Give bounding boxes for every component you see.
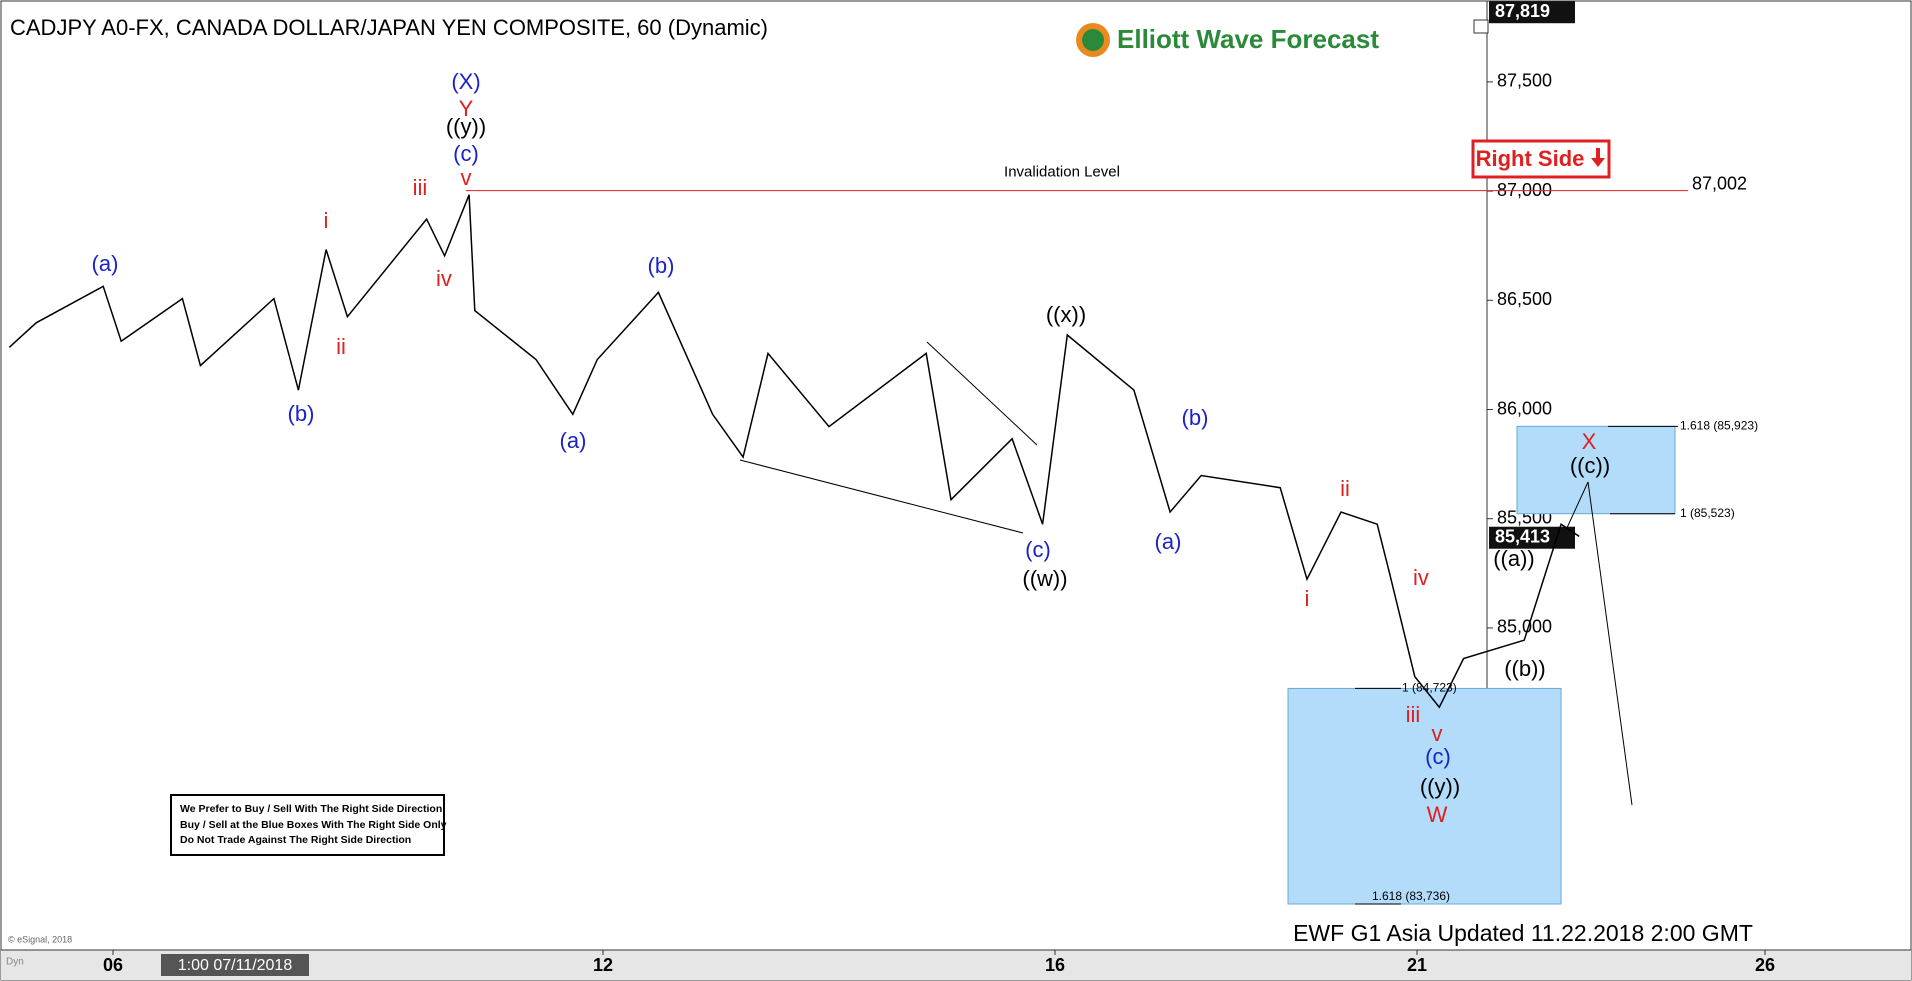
wave-label: (c) — [1425, 744, 1451, 769]
wave-label: (c) — [1025, 537, 1051, 562]
wave-label: i — [1305, 586, 1310, 611]
y-tick-label: 85,000 — [1497, 617, 1552, 637]
wave-label: iv — [1413, 565, 1429, 590]
x-tick-label: 21 — [1407, 955, 1427, 975]
wave-label: ii — [336, 334, 346, 359]
wave-label: X — [1582, 429, 1597, 454]
projection-line — [1565, 481, 1589, 531]
fib-label: 1 (85,523) — [1680, 506, 1735, 520]
price-label-box — [1489, 1, 1575, 24]
x-tick-label: 16 — [1045, 955, 1065, 975]
wave-label: iii — [413, 175, 428, 200]
wave-label: (b) — [648, 253, 675, 278]
right-side-badge: Right Side — [1471, 139, 1611, 179]
fib-label: 1.618 (83,736) — [1372, 889, 1450, 903]
wave-label: (a) — [560, 428, 587, 453]
blue-box — [1516, 425, 1676, 515]
wave-label: (a) — [1155, 529, 1182, 554]
wave-label: iii — [1406, 702, 1421, 727]
note-line: We Prefer to Buy / Sell With The Right S… — [180, 803, 442, 815]
wave-label: Y — [459, 96, 474, 121]
wave-label: ((y)) — [1420, 774, 1460, 799]
wave-label: i — [324, 208, 329, 233]
wave-label: W — [1427, 802, 1448, 827]
wave-label: ((b)) — [1504, 656, 1546, 681]
price-line — [8, 194, 1580, 709]
logo-text: Elliott Wave Forecast — [1117, 24, 1379, 54]
wave-label: ii — [1340, 476, 1350, 501]
blue-box — [1287, 687, 1562, 905]
cursor-label: 1:00 07/11/2018 — [178, 957, 293, 974]
footer: EWF G1 Asia Updated 11.22.2018 2:00 GMT — [1293, 920, 1753, 946]
price-label: 85,413 — [1495, 526, 1550, 546]
trendline — [926, 341, 1038, 446]
note-line: Buy / Sell at the Blue Boxes With The Ri… — [180, 819, 447, 831]
invalidation-label: 87,002 — [1692, 173, 1747, 193]
chart-title: CADJPY A0-FX, CANADA DOLLAR/JAPAN YEN CO… — [10, 15, 768, 40]
fib-label: 1.618 (85,923) — [1680, 419, 1758, 433]
note-box: We Prefer to Buy / Sell With The Right S… — [170, 794, 447, 856]
wave-label: (a) — [92, 251, 119, 276]
logo-icon-inner — [1082, 29, 1104, 51]
price-label: 87,819 — [1495, 1, 1550, 21]
y-tick-label: 86,500 — [1497, 289, 1552, 309]
wave-label: (b) — [1182, 405, 1209, 430]
y-tick-label: 87,000 — [1497, 180, 1552, 200]
badge-arrow — [1591, 148, 1605, 167]
wave-label: ((c)) — [1570, 453, 1610, 478]
copyright: © eSignal, 2018 — [8, 934, 72, 944]
corner-label: Dyn — [6, 957, 24, 968]
logo: Elliott Wave Forecast — [1076, 23, 1379, 57]
badge-box — [1471, 139, 1611, 179]
projection-line — [1587, 481, 1633, 806]
cursor-box — [161, 954, 309, 976]
window-icon — [1473, 19, 1489, 34]
fib-label: 1 (84,723) — [1402, 681, 1457, 695]
y-tick-label: 86,000 — [1497, 398, 1552, 418]
wave-label: iv — [436, 266, 452, 291]
trendline — [739, 459, 1024, 534]
wave-label: ((a)) — [1493, 546, 1535, 571]
x-tick-label: 26 — [1755, 955, 1775, 975]
wave-label: ((x)) — [1046, 302, 1086, 327]
badge-text: Right Side — [1476, 146, 1585, 171]
x-axis-strip — [1, 950, 1911, 980]
y-tick-label: 87,500 — [1497, 71, 1552, 91]
note-frame — [170, 794, 445, 856]
wave-label: (b) — [288, 401, 315, 426]
wave-label: (c) — [453, 141, 479, 166]
wave-label: ((y)) — [446, 114, 486, 139]
x-tick-label: 06 — [103, 955, 123, 975]
note-line: Do Not Trade Against The Right Side Dire… — [180, 834, 411, 846]
invalidation-text: Invalidation Level — [1004, 164, 1120, 181]
wave-label: v — [1432, 721, 1443, 746]
x-tick-label: 12 — [593, 955, 613, 975]
wave-label: ((w)) — [1022, 566, 1067, 591]
wave-label: (X) — [451, 69, 480, 94]
wave-label: v — [461, 165, 472, 190]
price-label-box — [1489, 526, 1575, 549]
